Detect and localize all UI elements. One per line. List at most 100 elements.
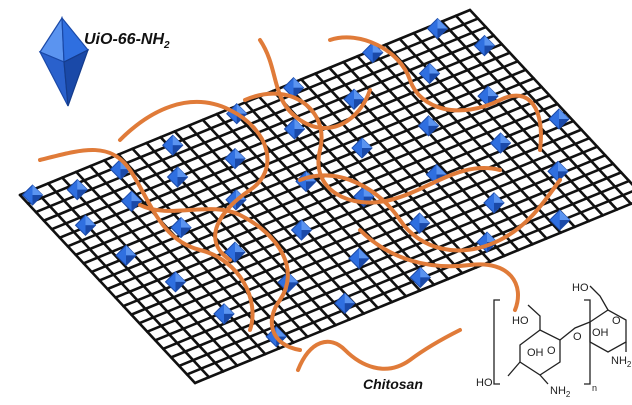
- label-amine-left: NH2: [550, 385, 571, 399]
- label-amine-right: NH2: [611, 355, 632, 369]
- chitosan-fiber: [138, 203, 302, 352]
- chitosan-fiber: [328, 35, 543, 152]
- chitosan-chemical-structure: [493, 285, 627, 385]
- crystal-shadow: [306, 181, 316, 192]
- crystal-shadow: [293, 87, 304, 98]
- crystal-highlight: [172, 135, 183, 146]
- crystal-highlight: [559, 210, 570, 221]
- crystal-shadow: [500, 143, 511, 154]
- mesh-line: [169, 171, 623, 359]
- crystal-highlight: [500, 133, 511, 144]
- crystal-icon: [162, 134, 184, 156]
- mesh-line: [177, 179, 631, 368]
- crystal-shadow: [77, 189, 88, 200]
- crystal-icon: [418, 62, 441, 85]
- crystal-icon: [224, 147, 246, 170]
- crystal-highlight: [344, 293, 355, 304]
- crystal-highlight: [177, 167, 188, 178]
- crystal-shadow: [177, 177, 188, 188]
- crystal-icon: [426, 17, 449, 40]
- chitosan-fiber: [258, 38, 372, 131]
- label-ring-oxygen-right: O: [612, 315, 621, 327]
- chitosan-fiber: [243, 91, 502, 205]
- crystal-highlight: [85, 215, 96, 226]
- crystal-highlight: [359, 248, 369, 259]
- chitosan-fiber: [358, 228, 520, 312]
- crystal-shadow: [559, 118, 569, 129]
- crystal-highlight: [77, 179, 88, 190]
- mesh-line: [66, 59, 520, 248]
- crystal-shadow: [235, 158, 245, 169]
- crystal-icon: [290, 219, 313, 241]
- crystal-highlight: [236, 103, 247, 114]
- crystal-highlight: [301, 220, 312, 231]
- crystal-highlight: [437, 18, 448, 29]
- crystal-icon: [166, 166, 189, 188]
- mesh-line: [98, 94, 551, 282]
- crystal-icon: [115, 244, 137, 267]
- label-right-hydroxyl: OH: [592, 327, 609, 339]
- mesh-line: [34, 25, 488, 214]
- crystal-icon: [409, 266, 431, 289]
- crystal-icon: [343, 88, 365, 110]
- crystal-highlight: [488, 86, 498, 97]
- chitosan-fiber: [298, 173, 562, 253]
- crystal-shadow: [362, 147, 372, 158]
- mesh-line: [138, 136, 591, 325]
- crystal-shadow: [354, 99, 364, 110]
- crystal-shadow: [236, 199, 246, 210]
- crystal-highlight: [559, 108, 569, 119]
- crystal-highlight: [294, 118, 305, 129]
- mesh-line: [18, 8, 472, 197]
- crystal-shadow: [429, 73, 440, 84]
- crystal-highlight: [32, 185, 43, 196]
- crystal-shadow: [359, 258, 369, 269]
- crystal-shadow: [288, 282, 298, 293]
- mesh-line: [161, 162, 615, 351]
- crystal-icon: [408, 212, 431, 234]
- crystal-icon: [489, 132, 512, 154]
- crystal-shadow: [172, 145, 183, 156]
- crystal-icon: [348, 247, 370, 270]
- crystal-icon: [417, 115, 440, 137]
- label-bridge-oxygen: O: [573, 331, 582, 343]
- crystal-shadow: [294, 128, 305, 139]
- crystal-highlight: [293, 77, 304, 88]
- mesh-line: [106, 102, 559, 291]
- crystal-highlight: [224, 303, 234, 314]
- octahedron-icon: [38, 16, 90, 107]
- chitosan-fibers: [38, 35, 562, 352]
- crystal-highlight: [235, 148, 245, 159]
- crystal-highlight: [558, 161, 568, 172]
- crystal-highlight: [362, 137, 372, 148]
- crystal-highlight: [175, 271, 186, 282]
- crystal-highlight: [131, 191, 142, 202]
- crystal-shadow: [224, 313, 234, 324]
- crystal-icon: [21, 184, 44, 206]
- crystal-icon: [547, 160, 569, 183]
- crystal-icon: [120, 190, 143, 212]
- crystal-highlight: [420, 267, 431, 278]
- label-ring-hydroxyl: OH: [527, 347, 544, 359]
- crystal-highlight: [419, 213, 430, 224]
- chitosan-fiber: [38, 148, 255, 332]
- crystal-icon: [549, 209, 571, 231]
- crystal-highlight: [428, 115, 439, 126]
- crystal-icon: [224, 241, 246, 263]
- crystal-shadow: [437, 28, 448, 39]
- crystal-shadow: [344, 303, 355, 314]
- mesh-line: [90, 85, 543, 274]
- crystal-shadow: [235, 252, 245, 263]
- label-repeat-index: n: [592, 383, 597, 393]
- crystal-shadow: [372, 52, 383, 63]
- crystal-highlight: [429, 63, 440, 74]
- crystal-highlight: [181, 217, 191, 228]
- label-ring-oxygen-left: O: [547, 345, 556, 357]
- mesh-line: [26, 17, 480, 205]
- crystal-icon: [483, 192, 505, 214]
- mesh-line: [193, 201, 632, 385]
- crystal-icon: [473, 34, 496, 57]
- crystal-icon: [170, 216, 192, 239]
- crystal-shadow: [126, 255, 136, 266]
- chitosan-fiber: [118, 100, 270, 262]
